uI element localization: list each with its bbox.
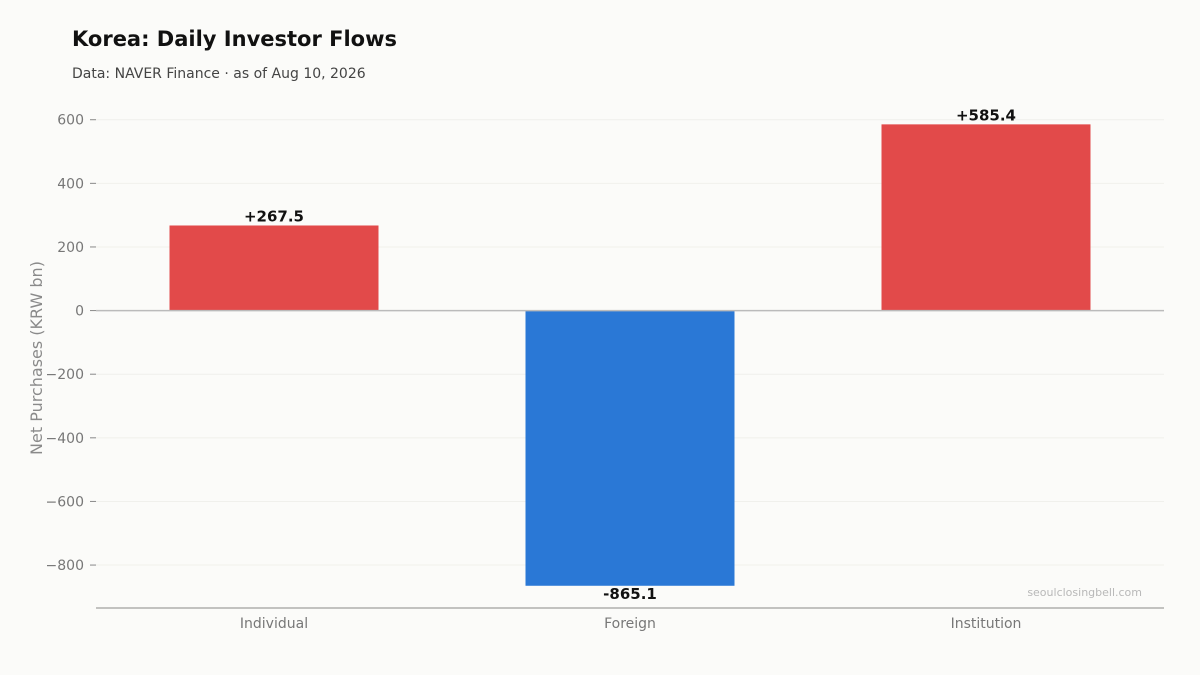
y-tick-label: −400 bbox=[46, 431, 84, 447]
chart-subtitle: Data: NAVER Finance · as of Aug 10, 2026 bbox=[72, 66, 366, 82]
bar-foreign bbox=[525, 310, 735, 586]
y-tick-label: 600 bbox=[57, 113, 84, 129]
x-tick-label: Institution bbox=[951, 616, 1022, 632]
labels: 600 400 200 0 −200 −400 −600 −800 +267.5 Individu… bbox=[46, 106, 1022, 632]
y-tick-label: −600 bbox=[46, 494, 84, 510]
bars bbox=[169, 124, 1091, 586]
y-axis-label: Net Purchases (KRW bn) bbox=[27, 261, 46, 455]
y-tick-label: −200 bbox=[46, 367, 84, 383]
x-tick-label: Foreign bbox=[604, 616, 656, 632]
y-tick-label: 400 bbox=[57, 176, 84, 192]
y-tick-label: 200 bbox=[57, 240, 84, 256]
y-tick-label: 0 bbox=[75, 304, 84, 320]
axes bbox=[90, 119, 1164, 609]
watermark-text: seoulclosingbell.com bbox=[1027, 586, 1142, 599]
data-label-individual: +267.5 bbox=[244, 207, 304, 225]
data-label-foreign: -865.1 bbox=[603, 585, 657, 603]
bar-institution bbox=[881, 124, 1091, 311]
x-tick-label: Individual bbox=[240, 616, 308, 632]
chart-title: Korea: Daily Investor Flows bbox=[72, 27, 398, 51]
bar-individual bbox=[169, 225, 379, 311]
y-tick-label: −800 bbox=[46, 558, 84, 574]
data-label-institution: +585.4 bbox=[956, 106, 1016, 124]
